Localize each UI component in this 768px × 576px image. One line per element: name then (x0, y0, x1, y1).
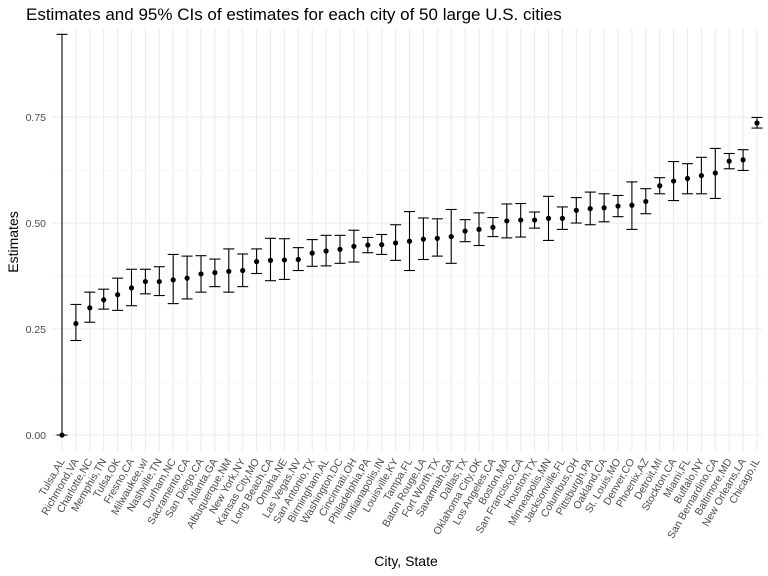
data-marks (56, 33, 763, 438)
estimate-point (170, 277, 176, 283)
estimate-point (73, 320, 79, 327)
estimate-point (59, 432, 65, 438)
estimate-point (462, 228, 468, 234)
estimate-point (684, 175, 691, 182)
estimate-point (267, 257, 274, 263)
estimate-point (212, 270, 218, 276)
estimate-point (434, 235, 440, 241)
estimate-point (365, 242, 371, 248)
estimate-point (351, 243, 357, 249)
estimate-point (476, 226, 482, 232)
error-bar (56, 33, 68, 436)
estimate-point (490, 224, 496, 230)
estimate-point (629, 202, 635, 208)
estimate-point (448, 234, 454, 240)
estimate-point (726, 158, 732, 164)
estimate-point (393, 240, 399, 246)
estimate-point (420, 236, 426, 242)
estimate-point (532, 217, 538, 223)
y-axis-title: Estimates (5, 211, 21, 272)
y-tick-label: 0.25 (26, 324, 47, 336)
estimate-point (671, 178, 677, 184)
estimate-point (698, 172, 705, 179)
estimate-point (615, 203, 621, 209)
estimate-point (518, 217, 524, 223)
estimate-point (712, 170, 718, 176)
estimate-point (87, 305, 93, 311)
estimate-point (337, 246, 343, 252)
estimate-point (309, 250, 315, 256)
x-axis-title: City, State (374, 553, 438, 569)
estimate-point (406, 238, 413, 244)
estimate-point (240, 267, 246, 274)
estimate-point (601, 205, 607, 211)
estimate-point (573, 207, 579, 213)
estimate-point (295, 256, 301, 263)
estimate-point (643, 198, 649, 205)
y-tick-label: 0.75 (26, 112, 47, 124)
estimate-point (559, 215, 566, 221)
y-axis-ticks: 0.00 0.25 0.50 0.75 (26, 112, 47, 442)
estimate-point (156, 278, 162, 285)
estimate-point (323, 248, 329, 254)
estimate-point (281, 257, 287, 263)
chart-title: Estimates and 95% CIs of estimates for e… (26, 5, 562, 24)
estimate-point (142, 278, 148, 285)
estimate-point (254, 259, 260, 265)
estimate-point (128, 285, 135, 291)
x-axis-ticks: Tulsa,ALRichmond,VACharlotte,NCMemphis,T… (37, 456, 763, 541)
estimate-point (379, 242, 385, 248)
estimate-point (198, 271, 204, 277)
grid (52, 28, 762, 452)
y-tick-label: 0.00 (26, 430, 47, 442)
estimate-point (740, 157, 746, 163)
estimate-point (657, 183, 663, 189)
estimate-point (115, 292, 121, 298)
estimate-point (184, 275, 190, 281)
y-tick-label: 0.50 (26, 218, 47, 230)
estimate-point (504, 218, 510, 224)
estimate-point (587, 206, 593, 212)
estimate-point (754, 120, 760, 126)
estimate-point (101, 297, 107, 303)
estimate-point (226, 268, 232, 274)
estimate-point (545, 215, 552, 221)
